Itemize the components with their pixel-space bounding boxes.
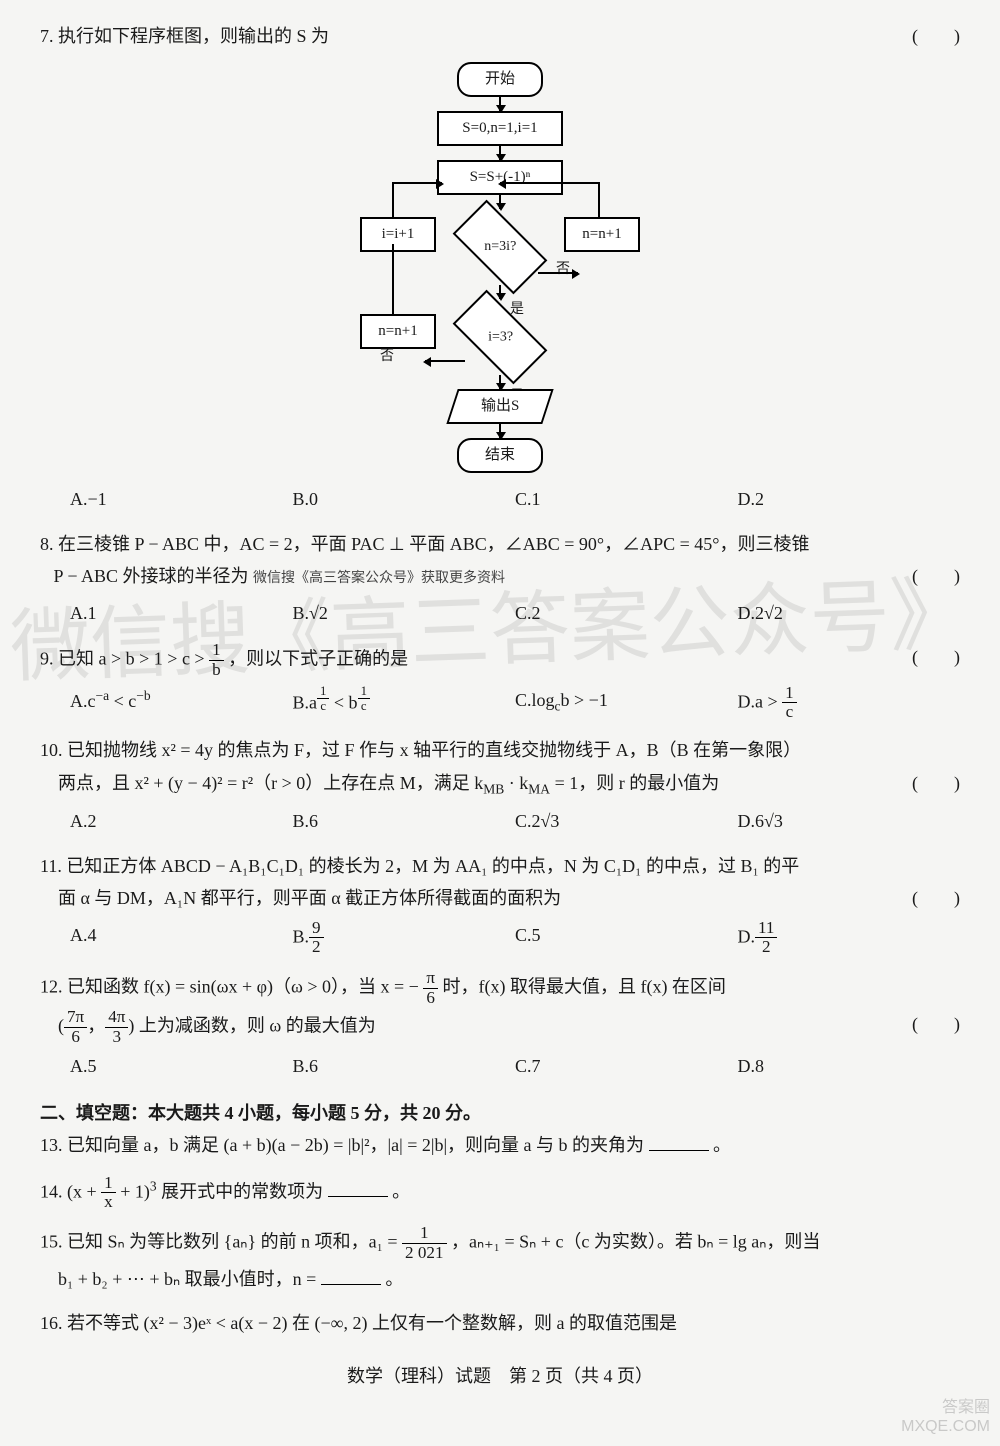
fc-init: S=0,n=1,i=1: [437, 111, 563, 146]
q12-stem1-pre: 已知函数 f(x) = sin(ωx + φ)（ω > 0），当 x = −: [67, 977, 419, 997]
q9-num: 9.: [40, 648, 54, 668]
q11-options: A.4 B.92 C.5 D.112: [70, 919, 960, 958]
q15-num: 15.: [40, 1232, 63, 1252]
q7-opt-a: A.−1: [70, 483, 293, 515]
fc-dec2: i=3?: [453, 290, 548, 385]
q7-options: A.−1 B.0 C.1 D.2: [70, 483, 960, 515]
q12-opt-c: C.7: [515, 1050, 738, 1082]
q12-options: A.5 B.6 C.7 D.8: [70, 1050, 960, 1082]
q12-opt-a: A.5: [70, 1050, 293, 1082]
q9-stem-pre: 已知 a > b > 1 > c >: [58, 648, 205, 668]
q14-num: 14.: [40, 1181, 63, 1201]
section-2-heading: 二、填空题：本大题共 4 小题，每小题 5 分，共 20 分。: [40, 1097, 960, 1129]
q8-note: 微信搜《高三答案公众号》获取更多资料: [253, 571, 505, 586]
q10-opt-b: B.6: [293, 805, 516, 837]
answer-paren: ( ): [912, 882, 960, 914]
q7-num: 7.: [40, 26, 54, 46]
question-12: 12. 已知函数 f(x) = sin(ωx + φ)（ω > 0），当 x =…: [40, 969, 960, 1083]
q11-stem1: 已知正方体 ABCD − A₁B₁C₁D₁ 的棱长为 2，M 为 AA₁ 的中点…: [66, 856, 799, 876]
q7-stem: 执行如下程序框图，则输出的 S 为: [58, 26, 329, 46]
q10-opt-a: A.2: [70, 805, 293, 837]
answer-paren: ( ): [912, 641, 960, 673]
q8-num: 8.: [40, 534, 54, 554]
fc-left-box: i=i+1: [360, 217, 436, 252]
fc-start: 开始: [457, 62, 543, 97]
q10-opt-c: C.2√3: [515, 805, 738, 837]
q10-options: A.2 B.6 C.2√3 D.6√3: [70, 805, 960, 837]
q12-stem1-post: 时，f(x) 取得最大值，且 f(x) 在区间: [442, 977, 725, 997]
q12-stem2-post: 上为减函数，则 ω 的最大值为: [139, 1015, 376, 1035]
answer-paren: ( ): [912, 1008, 960, 1040]
question-10: 10. 已知抛物线 x² = 4y 的焦点为 F，过 F 作与 x 轴平行的直线…: [40, 734, 960, 838]
q10-num: 10.: [40, 740, 63, 760]
q7-opt-b: B.0: [293, 483, 516, 515]
question-13: 13. 已知向量 a，b 满足 (a + b)(a − 2b) = |b|²，|…: [40, 1129, 960, 1161]
question-14: 14. (x + 1x + 1)3 展开式中的常数项为 。: [40, 1174, 960, 1213]
fc-right-box: n=n+1: [564, 217, 640, 252]
q12-opt-d: D.8: [738, 1050, 961, 1082]
q12-num: 12.: [40, 977, 63, 997]
q8-options: A.1 B.√2 C.2 D.2√2: [70, 597, 960, 629]
blank: [321, 1284, 381, 1285]
q8-opt-c: C.2: [515, 597, 738, 629]
q10-stem1: 已知抛物线 x² = 4y 的焦点为 F，过 F 作与 x 轴平行的直线交抛物线…: [67, 740, 801, 760]
q7-opt-c: C.1: [515, 483, 738, 515]
blank: [649, 1150, 709, 1151]
question-9: 9. 已知 a > b > 1 > c > 1b ，则以下式子正确的是 ( ) …: [40, 641, 960, 722]
page-footer: 数学（理科）试题 第 2 页（共 4 页）: [40, 1360, 960, 1392]
q11-opt-c: C.5: [515, 919, 738, 958]
q10-opt-d: D.6√3: [738, 805, 961, 837]
q8-opt-d: D.2√2: [738, 597, 961, 629]
q9-opt-d: D.a > 1c: [738, 684, 961, 723]
question-7: 7. 执行如下程序框图，则输出的 S 为 ( ) 开始 S=0,n=1,i=1 …: [40, 20, 960, 516]
fc-no-label-2: 否: [380, 344, 394, 369]
fc-dec1: n=3i?: [453, 200, 548, 295]
question-15: 15. 已知 Sₙ 为等比数列 {aₙ} 的前 n 项和，a₁ = 12 021…: [40, 1224, 960, 1295]
q16-num: 16.: [40, 1313, 63, 1333]
q11-stem2: 面 α 与 DM，A₁N 都平行，则平面 α 截正方体所得截面的面积为: [58, 888, 561, 908]
fc-update: S=S+(-1)ⁿ: [437, 160, 563, 195]
frac-1-b: 1b: [209, 641, 224, 680]
question-11: 11. 已知正方体 ABCD − A₁B₁C₁D₁ 的棱长为 2，M 为 AA₁…: [40, 850, 960, 957]
q9-stem-post: ，则以下式子正确的是: [228, 648, 408, 668]
q9-options: A.c−a < c−b B.a1c < b1c C.logcb > −1 D.a…: [70, 684, 960, 723]
q8-opt-b: B.√2: [293, 597, 516, 629]
fc-end: 结束: [457, 438, 543, 473]
q9-opt-b: B.a1c < b1c: [293, 684, 516, 723]
q8-stem2: P − ABC 外接球的半径为: [54, 566, 249, 586]
question-8: 8. 在三棱锥 P − ABC 中，AC = 2，平面 PAC ⊥ 平面 ABC…: [40, 528, 960, 629]
q7-opt-d: D.2: [738, 483, 961, 515]
corner-watermark: 答案圈 MXQE.COM: [901, 1398, 990, 1436]
q11-opt-b: B.92: [293, 919, 516, 958]
q11-opt-a: A.4: [70, 919, 293, 958]
q16-stem: 若不等式 (x² − 3)eˣ < a(x − 2) 在 (−∞, 2) 上仅有…: [67, 1313, 677, 1333]
q11-num: 11.: [40, 856, 62, 876]
fc-output: 输出S: [446, 389, 553, 424]
answer-paren: ( ): [912, 560, 960, 592]
answer-paren: ( ): [912, 767, 960, 799]
q10-stem2-pre: 两点，且 x² + (y − 4)² = r²（r > 0）上存在点 M，满足 …: [58, 773, 483, 793]
q9-opt-c: C.logcb > −1: [515, 684, 738, 723]
answer-paren: ( ): [912, 20, 960, 52]
flowchart: 开始 S=0,n=1,i=1 S=S+(-1)ⁿ i=i+1 n=n+1 n=3…: [370, 62, 630, 473]
q12-opt-b: B.6: [293, 1050, 516, 1082]
q11-opt-d: D.112: [738, 919, 961, 958]
q13-stem: 已知向量 a，b 满足 (a + b)(a − 2b) = |b|²，|a| =…: [67, 1135, 644, 1155]
q9-opt-a: A.c−a < c−b: [70, 684, 293, 723]
question-16: 16. 若不等式 (x² − 3)eˣ < a(x − 2) 在 (−∞, 2)…: [40, 1307, 960, 1339]
q8-opt-a: A.1: [70, 597, 293, 629]
q13-num: 13.: [40, 1135, 63, 1155]
blank: [328, 1196, 388, 1197]
frac-pi-6: π6: [423, 969, 438, 1008]
fc-no-label: 否: [556, 257, 570, 282]
q8-stem1: 在三棱锥 P − ABC 中，AC = 2，平面 PAC ⊥ 平面 ABC，∠A…: [58, 534, 809, 554]
fc-bottom-left-box: n=n+1: [360, 314, 436, 349]
